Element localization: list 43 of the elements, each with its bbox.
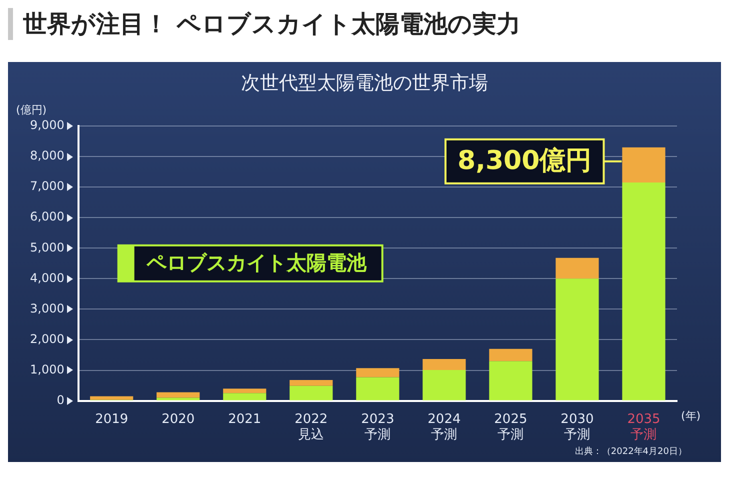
bar (156, 398, 200, 400)
bar (356, 377, 400, 400)
bar (422, 358, 466, 370)
y-tick-label: 5,000 (30, 240, 64, 254)
x-axis-title: (年) (681, 410, 701, 423)
y-tick-label: 1,000 (30, 362, 64, 376)
bar (156, 392, 200, 398)
bar (556, 278, 599, 400)
bar (290, 386, 333, 400)
x-tick-label: 2022 見込 (294, 412, 328, 443)
y-tick-label: 3,000 (30, 301, 64, 316)
x-tick-label: 2035 予測 (627, 412, 660, 443)
y-tick-label: 0 (56, 392, 64, 407)
bar (223, 388, 266, 394)
legend-label: ペロブスカイト太陽電池 (145, 250, 368, 275)
chart-subtitle: 次世代型太陽電池の世界市場 (240, 71, 489, 96)
bar (622, 182, 666, 400)
bar (556, 258, 599, 279)
bar (622, 147, 666, 182)
y-tick-label: 4,000 (30, 270, 64, 285)
bar (422, 370, 466, 400)
x-tick-label: 2021 (228, 412, 262, 427)
bar (356, 368, 400, 378)
bar (223, 393, 266, 400)
x-tick-label: 2024 予測 (428, 412, 461, 443)
y-tick-label: 9,000 (30, 118, 64, 132)
x-tick-label: 2019 (95, 412, 128, 427)
bar (290, 380, 333, 386)
bar (489, 361, 532, 400)
x-tick-label: 2025 予測 (494, 412, 528, 443)
x-tick-label: 2023 予測 (361, 412, 394, 443)
chart-title: 世界が注目！ ペロブスカイト太陽電池の実力 (8, 8, 721, 40)
bar (489, 348, 532, 362)
source-note: 出典：（2022年4月20日） (574, 446, 687, 457)
y-axis-title: (億円) (16, 103, 47, 116)
annotation: 8,300億円 (458, 146, 592, 176)
y-tick-label: 6,000 (30, 210, 64, 224)
x-tick-label: 2030 予測 (560, 412, 594, 443)
x-tick-label: 2020 (162, 412, 195, 427)
y-tick-label: 7,000 (30, 179, 64, 194)
y-tick-label: 8,000 (30, 148, 64, 163)
y-tick-label: 2,000 (30, 332, 64, 346)
bar (90, 396, 134, 400)
